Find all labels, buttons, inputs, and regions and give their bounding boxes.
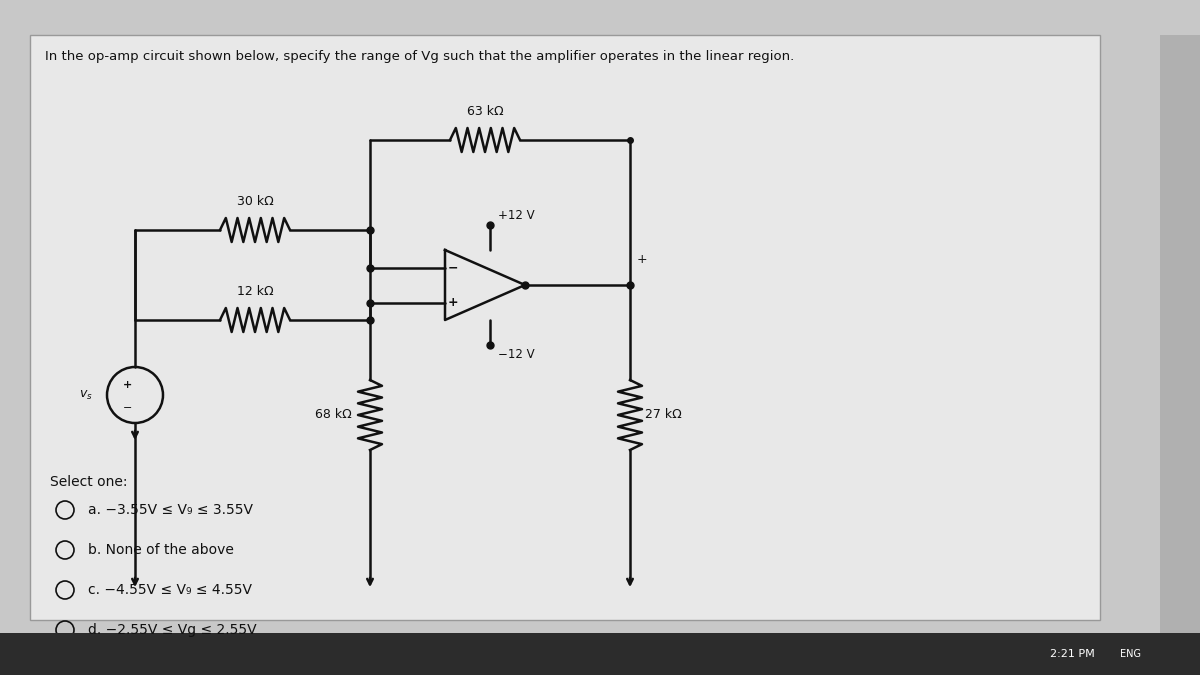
Text: ENG: ENG <box>1120 649 1141 659</box>
Text: c. −4.55V ≤ V₉ ≤ 4.55V: c. −4.55V ≤ V₉ ≤ 4.55V <box>88 583 252 597</box>
Text: 30 kΩ: 30 kΩ <box>236 195 274 208</box>
FancyBboxPatch shape <box>30 35 1100 620</box>
Text: −: − <box>448 261 458 274</box>
Text: d. −2.55V ≤ Vg ≤ 2.55V: d. −2.55V ≤ Vg ≤ 2.55V <box>88 623 257 637</box>
Text: 68 kΩ: 68 kΩ <box>316 408 352 421</box>
Text: 63 kΩ: 63 kΩ <box>467 105 503 118</box>
Text: b. None of the above: b. None of the above <box>88 543 234 557</box>
Text: +: + <box>637 254 648 267</box>
Text: −: − <box>124 403 133 413</box>
Text: −12 V: −12 V <box>498 348 535 361</box>
Text: In the op-amp circuit shown below, specify the range of Vg such that the amplifi: In the op-amp circuit shown below, speci… <box>46 50 794 63</box>
Text: 2:21 PM: 2:21 PM <box>1050 649 1094 659</box>
Text: +: + <box>124 380 133 390</box>
Text: 27 kΩ: 27 kΩ <box>646 408 682 421</box>
Text: $v_s$: $v_s$ <box>79 388 94 402</box>
FancyBboxPatch shape <box>0 633 1200 675</box>
Text: 12 kΩ: 12 kΩ <box>236 285 274 298</box>
Text: +12 V: +12 V <box>498 209 535 222</box>
Text: Select one:: Select one: <box>50 475 127 489</box>
FancyBboxPatch shape <box>1160 35 1200 633</box>
Text: +: + <box>448 296 458 309</box>
Text: a. −3.55V ≤ V₉ ≤ 3.55V: a. −3.55V ≤ V₉ ≤ 3.55V <box>88 503 253 517</box>
